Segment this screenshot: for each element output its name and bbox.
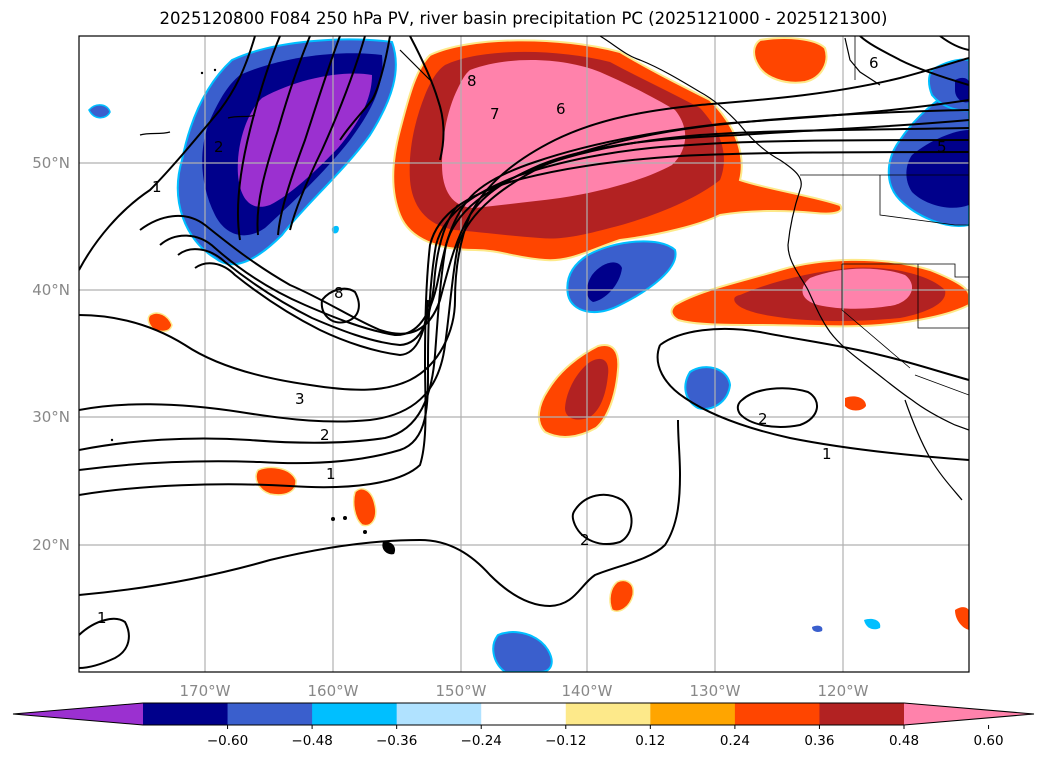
colorbar-tick-label: 0.12 — [635, 733, 665, 749]
positive-pc-area-gulf-alaska — [753, 37, 969, 630]
pv-contour-label: 1 — [97, 609, 107, 627]
pv-contour-label: 7 — [490, 105, 500, 123]
lon-label-170w: 170°W — [180, 682, 231, 700]
page-title: 2025120800 F084 250 hPa PV, river basin … — [159, 9, 888, 28]
colorbar-segment — [312, 703, 398, 725]
pv-contours — [79, 36, 969, 669]
colorbar-tick-label: 0.60 — [974, 733, 1004, 749]
colorbar-segment — [396, 703, 482, 725]
pv-contour-label: 2 — [580, 531, 590, 549]
negative-pc-area-small — [88, 104, 111, 119]
colorbar-tick-label: −0.48 — [291, 733, 332, 749]
lat-label-30n: 30°N — [32, 408, 70, 426]
negative-pc-area-equatorial — [492, 618, 881, 672]
negative-pc-area-central-pacific — [566, 240, 677, 313]
colorbar-segment — [650, 703, 736, 725]
positive-pc-area-subtropical — [147, 312, 866, 612]
colorbar-segment — [227, 703, 313, 725]
pv-contour-label: 1 — [152, 178, 162, 196]
latitude-labels: 50°N 40°N 30°N 20°N — [32, 154, 70, 554]
pv-contour-label: 3 — [295, 390, 305, 408]
map-gridlines — [79, 36, 969, 672]
pv-contour-label: 1 — [822, 445, 832, 463]
lon-label-140w: 140°W — [562, 682, 613, 700]
colorbar-tick-label: 0.36 — [804, 733, 834, 749]
longitude-labels: 170°W 160°W 150°W 140°W 130°W 120°W — [180, 682, 869, 700]
colorbar-tick-label: −0.12 — [545, 733, 586, 749]
pv-contour-labels: 1 2 8 7 6 8 3 2 1 1 2 1 2 5 6 — [97, 54, 947, 627]
colorbar-segment — [734, 703, 820, 725]
colorbar-extend-low — [13, 703, 143, 725]
islands — [110, 68, 396, 555]
colorbar-tick-label: −0.60 — [207, 733, 248, 749]
pv-contour-label: 2 — [320, 426, 330, 444]
colorbar-outline — [12, 702, 1035, 726]
pv-contour-label: 2 — [758, 410, 768, 428]
pv-contour-label: 6 — [556, 100, 566, 118]
map-frame — [78, 35, 970, 673]
lat-label-40n: 40°N — [32, 281, 70, 299]
colorbar-tick-label: 0.24 — [720, 733, 750, 749]
pv-contour-label: 6 — [869, 54, 879, 72]
colorbar-segment — [565, 703, 651, 725]
colorbar-tick-labels: −0.60 −0.48 −0.36 −0.24 −0.12 0.12 0.24 0.36 0.4… — [207, 733, 1004, 749]
pv-contour-label: 1 — [326, 465, 336, 483]
colorbar-tick-label: −0.36 — [376, 733, 417, 749]
state-borders — [800, 36, 969, 396]
pv-contour-label: 2 — [214, 138, 224, 156]
colorbar-segment — [819, 703, 905, 725]
lon-label-120w: 120°W — [818, 682, 869, 700]
negative-pc-area-small — [331, 225, 339, 234]
colorbar-tick-label: 0.48 — [889, 733, 919, 749]
colorbar — [12, 702, 1035, 729]
pv-contour-label: 8 — [334, 284, 344, 302]
lon-label-150w: 150°W — [436, 682, 487, 700]
lon-label-130w: 130°W — [690, 682, 741, 700]
positive-pc-area-california — [670, 258, 969, 328]
colorbar-segment — [143, 703, 229, 725]
colorbar-segment — [481, 703, 567, 725]
colorbar-extend-high — [904, 703, 1034, 725]
lat-label-50n: 50°N — [32, 154, 70, 172]
colorbar-tick-label: −0.24 — [461, 733, 502, 749]
lat-label-20n: 20°N — [32, 536, 70, 554]
pv-contour-label: 5 — [937, 138, 947, 156]
pv-contour-label: 8 — [467, 72, 477, 90]
lon-label-160w: 160°W — [308, 682, 359, 700]
